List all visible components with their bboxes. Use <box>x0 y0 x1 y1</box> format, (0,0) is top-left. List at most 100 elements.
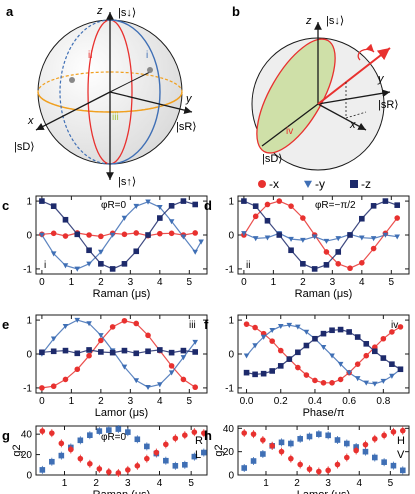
y-tick-label: 1 <box>26 316 32 327</box>
data-point-circle <box>191 429 198 435</box>
data-point-triangle <box>320 344 327 351</box>
data-point-triangle <box>288 236 294 242</box>
x-tick-label: 4 <box>356 478 362 489</box>
data-point-square <box>312 335 318 342</box>
x-tick-label: 2 <box>300 277 306 288</box>
data-point-circle <box>109 324 116 330</box>
data-point-triangle <box>372 381 378 387</box>
legend-letter: H <box>397 435 405 447</box>
data-point-square <box>320 330 327 337</box>
x-tick-label: 5 <box>188 478 194 489</box>
data-point-square <box>370 203 377 209</box>
data-point-circle <box>168 230 175 237</box>
x-tick-label: 0.4 <box>308 396 322 407</box>
data-point-circle <box>303 372 310 378</box>
data-point-triangle <box>192 339 199 345</box>
data-point-triangle <box>145 384 151 391</box>
data-point-square <box>278 439 285 446</box>
data-point-circle <box>260 437 266 443</box>
data-point-square <box>277 363 284 369</box>
x-axis <box>261 103 319 147</box>
data-point-circle <box>380 335 387 342</box>
x-tick-label: 0.6 <box>342 396 356 407</box>
x-tick-label: 0.2 <box>274 396 288 407</box>
data-point-square <box>288 247 294 254</box>
data-point-square <box>133 248 140 255</box>
chart-annotation: φR=0 <box>101 200 127 211</box>
data-point-triangle <box>133 203 140 209</box>
x-tick-label: 4 <box>157 277 163 288</box>
circle-label-iii: iii <box>112 112 119 123</box>
data-point-triangle <box>329 353 335 359</box>
data-point-square <box>260 451 266 457</box>
data-point-circle <box>134 463 141 469</box>
data-point-circle <box>106 469 112 475</box>
y-tick-label: 0 <box>26 231 32 242</box>
x-tick-label: 3 <box>330 277 336 288</box>
y-axis <box>317 89 391 105</box>
data-point-circle <box>74 366 81 373</box>
y-tick-label: 20 <box>223 447 235 458</box>
legend: -x -y -z <box>258 177 371 191</box>
data-point-circle <box>363 352 370 359</box>
data-point-square <box>86 347 92 353</box>
data-point-triangle <box>394 234 401 240</box>
x-tick-label: 5 <box>187 396 193 407</box>
data-point-square <box>269 368 275 374</box>
x-tick-label: 3 <box>125 478 131 489</box>
legend-label: -z <box>361 177 371 191</box>
axis-label-y: y <box>185 93 193 105</box>
data-point-square <box>144 443 150 450</box>
curve-label: i <box>44 260 46 271</box>
data-point-square <box>316 431 322 437</box>
data-point-square <box>74 350 81 357</box>
data-point-circle <box>344 454 350 461</box>
data-point-circle <box>39 385 45 391</box>
x-tick-label: 5 <box>187 277 193 288</box>
x-axis-label: Phase/π <box>303 407 345 419</box>
data-point-circle <box>335 261 342 267</box>
data-point-triangle <box>382 232 389 238</box>
data-point-circle <box>353 447 359 454</box>
data-point-triangle <box>389 373 395 379</box>
data-point-triangle <box>157 382 163 388</box>
data-point-circle <box>172 435 179 442</box>
data-point-circle <box>168 363 175 369</box>
data-point-triangle <box>62 323 69 329</box>
data-point-triangle <box>198 239 204 245</box>
data-point-circle <box>153 449 160 456</box>
projection-lines <box>345 82 367 119</box>
y-axis <box>109 91 193 114</box>
data-point-circle <box>288 203 294 209</box>
data-point-square <box>121 261 128 267</box>
data-point-circle <box>157 230 163 237</box>
chart-annotation: φR=−π/2 <box>315 200 356 211</box>
data-point-triangle <box>252 236 259 242</box>
data-point-circle <box>295 364 301 371</box>
chart-e: e 0 1 2 3 4 5 -1 0 1 Lamor (μs) iii <box>2 314 208 419</box>
data-point-square <box>49 458 55 465</box>
data-point-square <box>372 348 378 355</box>
data-point-triangle <box>74 266 81 272</box>
data-point-square <box>106 427 112 433</box>
data-point-square <box>39 198 45 204</box>
x-tick-label: 4 <box>157 396 163 407</box>
data-point-circle <box>144 455 150 462</box>
data-point-triangle <box>354 376 361 382</box>
data-point-triangle <box>241 231 247 237</box>
data-point-circle <box>325 467 331 474</box>
data-point-circle <box>297 461 303 468</box>
data-point-circle <box>394 215 401 221</box>
x-tick-label: 5 <box>389 277 395 288</box>
x-tick-label: 2 <box>93 478 99 489</box>
data-point-circle <box>98 337 104 344</box>
data-point-triangle <box>277 323 284 329</box>
data-point-triangle <box>252 343 258 349</box>
data-point-square <box>323 262 330 268</box>
data-point-square <box>50 348 57 355</box>
x-axis-label: Lamor (μs) <box>297 489 350 494</box>
data-point-circle <box>264 201 271 208</box>
data-point-square <box>329 327 335 334</box>
x-tick-label: 1 <box>271 277 277 288</box>
data-point-triangle <box>323 238 330 244</box>
